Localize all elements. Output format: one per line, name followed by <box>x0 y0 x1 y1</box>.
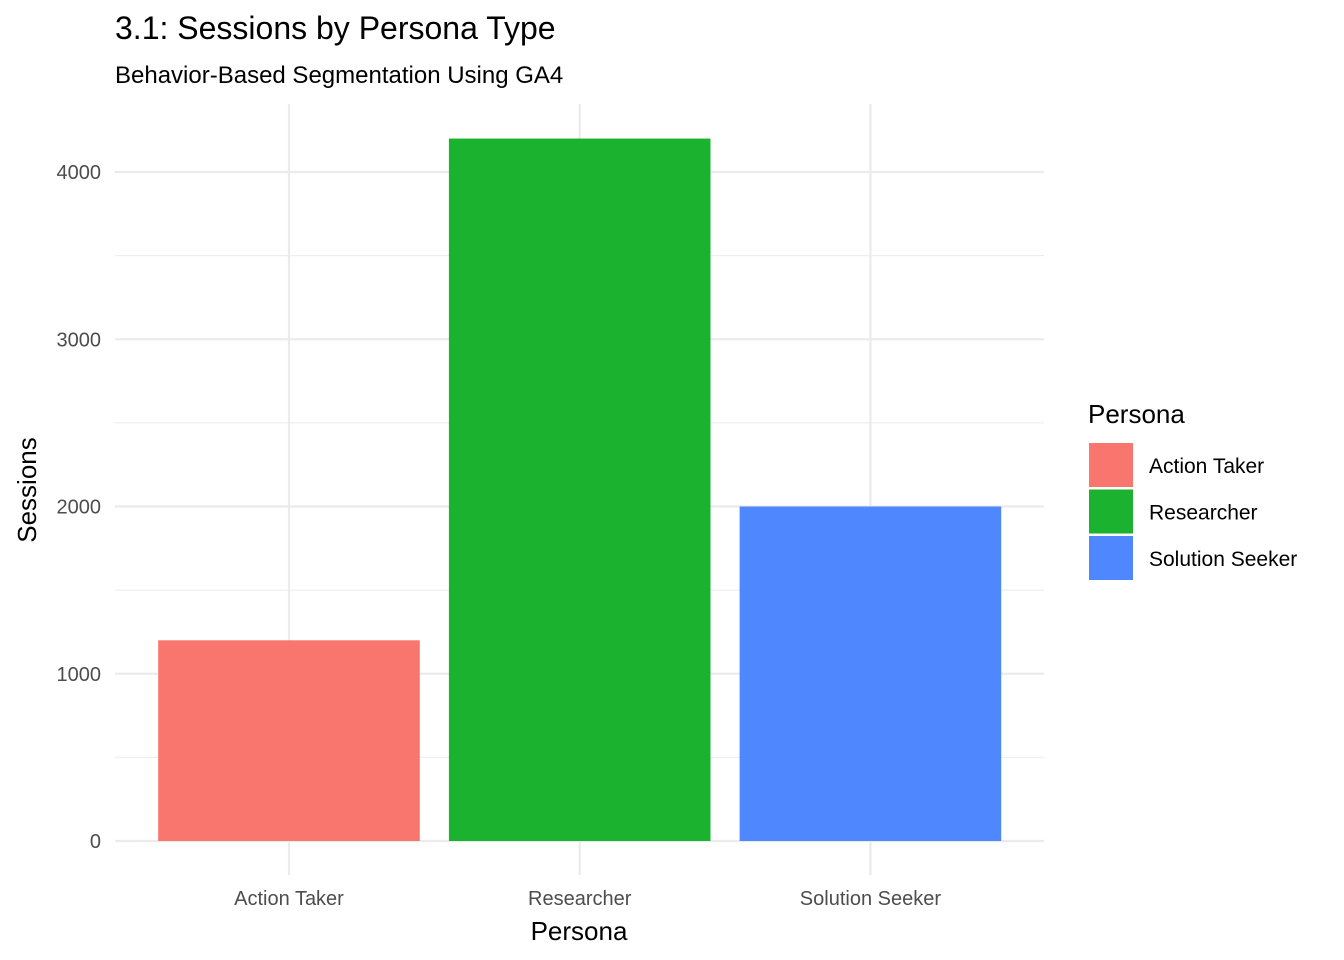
y-tick-label: 0 <box>90 831 101 853</box>
y-axis-ticks: 0 1000 2000 3000 4000 <box>57 162 102 853</box>
bar-action-taker <box>158 640 420 841</box>
bars <box>158 138 1002 842</box>
x-axis-ticks: Action Taker Researcher Solution Seeker <box>234 888 941 910</box>
legend-label-solution-seeker: Solution Seeker <box>1149 548 1297 571</box>
legend-items: Action Taker Researcher Solution Seeker <box>1089 443 1297 580</box>
bar-researcher <box>448 138 711 842</box>
x-tick-label: Action Taker <box>234 888 344 910</box>
y-axis-title: Sessions <box>12 437 42 543</box>
legend-label-researcher: Researcher <box>1149 502 1258 525</box>
y-tick-label: 4000 <box>57 162 102 184</box>
legend-label-action-taker: Action Taker <box>1149 455 1264 478</box>
legend-key-researcher <box>1089 489 1133 534</box>
y-tick-label: 1000 <box>57 664 102 686</box>
chart-title: 3.1: Sessions by Persona Type <box>115 10 556 46</box>
y-tick-label: 3000 <box>57 329 102 351</box>
chart-subtitle: Behavior-Based Segmentation Using GA4 <box>115 62 563 89</box>
legend-key-action-taker <box>1089 443 1133 487</box>
bar-solution-seeker <box>739 506 1002 841</box>
x-tick-label: Solution Seeker <box>800 888 942 910</box>
legend-title: Persona <box>1088 399 1185 429</box>
x-axis-title: Persona <box>531 916 628 946</box>
y-tick-label: 2000 <box>57 497 102 519</box>
legend-key-solution-seeker <box>1089 536 1133 580</box>
x-tick-label: Researcher <box>528 888 632 910</box>
legend: Persona Action Taker Researcher Solution S… <box>1088 399 1297 580</box>
